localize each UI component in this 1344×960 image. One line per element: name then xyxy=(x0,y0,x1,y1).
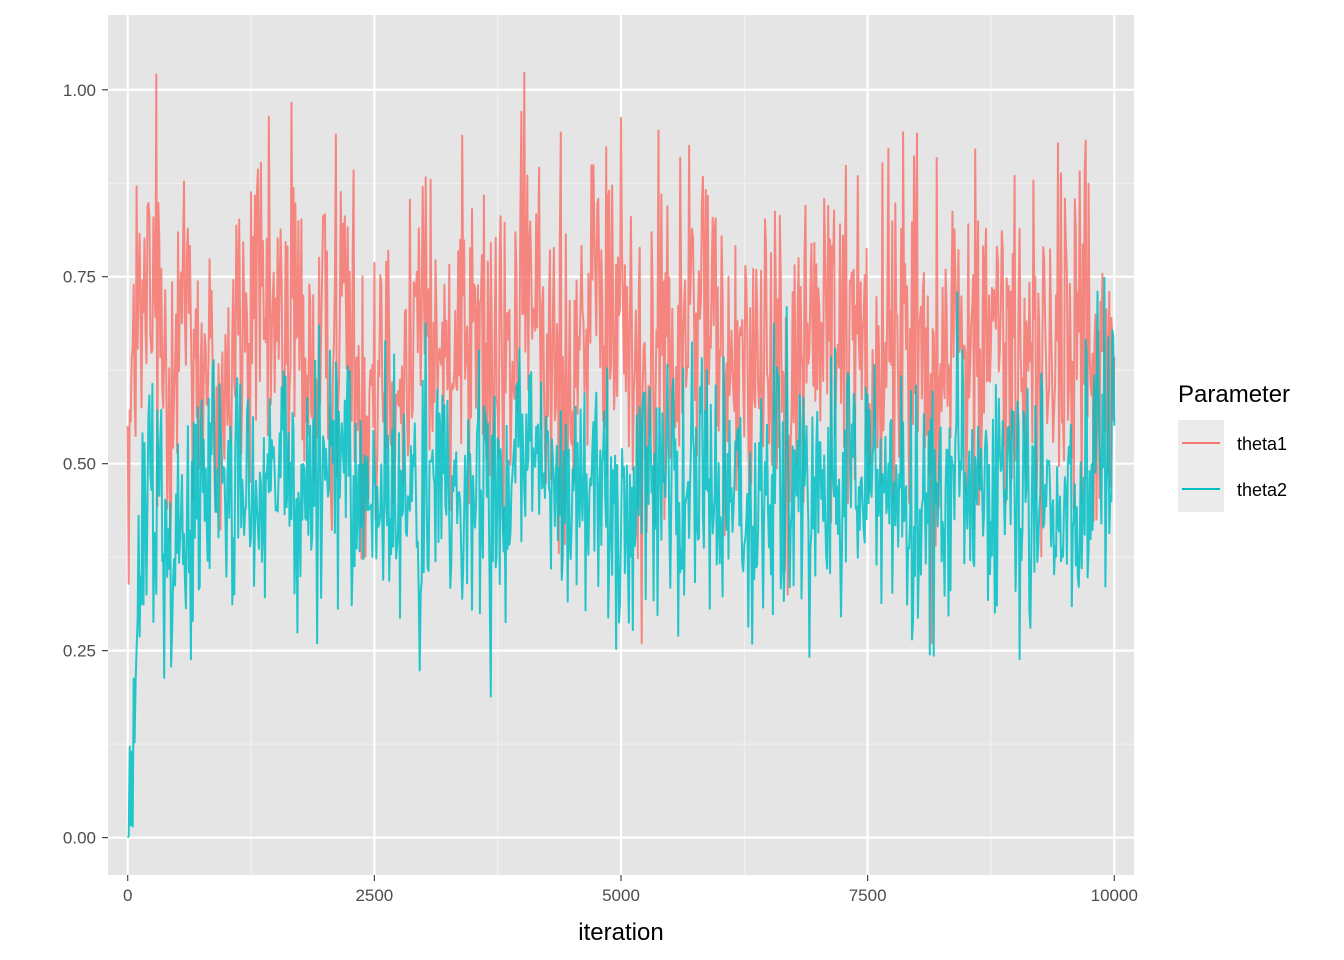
legend-label-theta1: theta1 xyxy=(1237,434,1287,454)
legend: Parameter theta1 theta2 xyxy=(1178,381,1290,512)
x-axis: 0 2500 5000 7500 10000 xyxy=(123,875,1138,905)
x-tick-label: 7500 xyxy=(849,886,887,905)
x-tick-label: 5000 xyxy=(602,886,640,905)
y-tick-label: 0.75 xyxy=(63,268,96,287)
x-tick-label: 10000 xyxy=(1091,886,1138,905)
x-axis-title: iteration xyxy=(578,919,663,946)
legend-label-theta2: theta2 xyxy=(1237,480,1287,500)
series-layer xyxy=(126,71,1116,839)
y-tick-label: 0.50 xyxy=(63,455,96,474)
y-axis: 0.00 0.25 0.50 0.75 1.00 xyxy=(63,81,108,848)
y-tick-label: 0.25 xyxy=(63,642,96,661)
x-tick-label: 2500 xyxy=(355,886,393,905)
series-line-theta1 xyxy=(126,71,1116,645)
legend-title: Parameter xyxy=(1178,381,1290,408)
series-line-theta2 xyxy=(126,276,1116,839)
y-tick-label: 0.00 xyxy=(63,829,96,848)
y-tick-label: 1.00 xyxy=(63,81,96,100)
x-tick-label: 0 xyxy=(123,886,132,905)
